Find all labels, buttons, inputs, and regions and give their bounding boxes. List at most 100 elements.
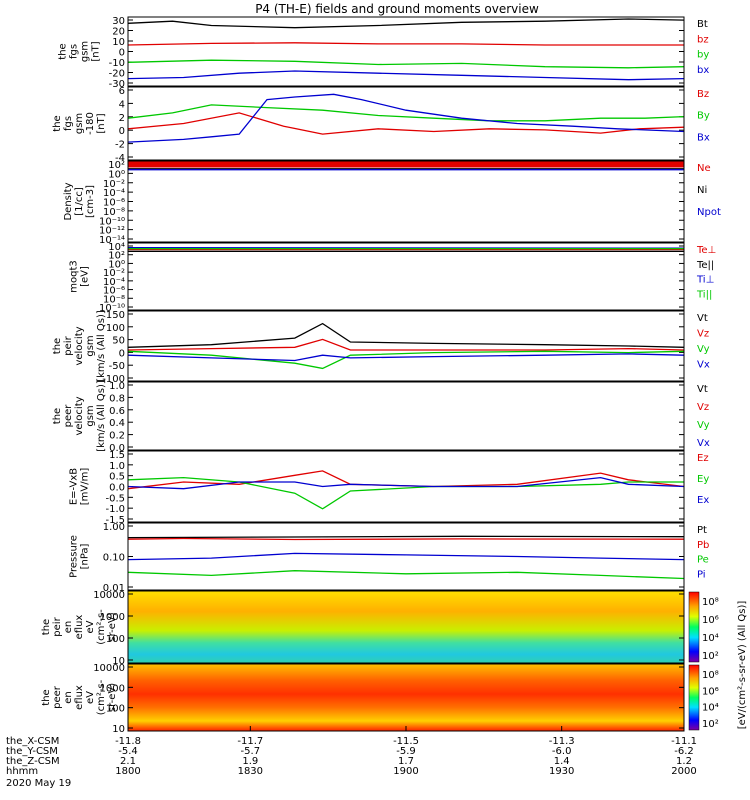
y-tick-label: 4 [119,99,125,110]
y-axis-label-line: the [52,408,63,424]
y-axis-label: thepeirvelocitygsm[km/s (All Qs)] [52,310,107,382]
colorbar-tick-label: 10⁴ [702,633,719,644]
y-tick-label: 0 [119,348,125,359]
series-line-vy [127,350,685,370]
y-axis-label: thepeerenefluxeV(cm²-s-sr-eV) [41,679,118,715]
y-tick-label: 10 [112,37,125,48]
y-axis-label-line: [km/s (All Qs)] [96,380,107,452]
panel-frame [127,16,685,87]
y-tick-label: 6 [119,86,125,97]
y-tick-label: 0.0 [109,443,125,454]
y-axis-label-line: [nT] [96,113,107,133]
y-tick-label: 100 [106,323,125,334]
colorbar [688,591,700,663]
x-row-value: 1800 [115,766,140,777]
y-axis-label: Pressure[nPa] [69,535,91,578]
x-row-value: 1830 [238,766,263,777]
y-axis-label-line: peir [63,335,74,355]
legend-pi: Pi [697,569,706,580]
x-tick-labels: -11.8 -11.7 -11.5 -11.3 -11.1 [115,736,697,747]
legend-by: by [697,50,709,61]
y-tick-label: -100 [102,374,125,385]
x-row-label: the_Z-CSM [6,756,60,767]
x-row-label: hhmm [6,766,38,777]
series-line-bz [127,42,684,46]
panel-p8: 1.00 0.10 0.01 Pt Pb Pe Pi Pressure[nPa] [69,522,710,594]
legend-bt: Bt [697,19,708,30]
y-tick-label: 10⁻⁶ [103,286,125,297]
y-axis-label-line: [cm-3] [85,185,96,218]
y-tick-label: -10 [109,58,125,69]
panel-frame [127,381,685,451]
panels-group: 3020100-10-20-30Btbzbybxthefgsgsm[nT]642… [41,16,748,735]
y-tick-label: 10000 [93,663,125,674]
y-axis-label-line: [eV] [80,266,91,287]
chart-title: P4 (TH-E) fields and ground moments over… [255,2,539,16]
x-tick-label: -11.8 [115,736,141,747]
y-tick-label: 0 [119,126,125,137]
x-row-value: 1900 [393,766,418,777]
y-axis-label: moqt3[eV] [69,260,91,293]
legend-vz: Vz [697,402,709,413]
colorbar-tick-label: 10² [702,651,719,662]
y-axis-label-line: velocity [74,326,85,365]
y-axis-label-line: (cm²-s- [96,679,107,715]
y-tick-label: 0.0 [109,483,125,494]
legend-vx: Vx [697,438,710,449]
legend-ne: Ne [697,163,711,174]
x-row-value: 1.4 [554,756,570,767]
panel-p6: 1.00.8 0.60.4 0.20.0 Vt Vz Vy Vx thepeervelocit… [52,380,710,454]
y-tick-label: 1.0 [109,461,125,472]
legend-pe: Pe [697,555,709,566]
y-axis-label-line: sr-eV) [107,683,118,712]
y-tick-label: 10⁻¹⁰ [99,216,125,227]
y-axis-label-line: sr-eV) [107,612,118,641]
legend-by: By [697,111,710,122]
y-tick-label: 10⁰ [108,169,125,180]
panel-frame [127,242,685,311]
y-tick-label: 10⁻¹² [99,226,125,237]
y-tick-label: 1000 [100,683,125,694]
series-line-bz [127,112,685,135]
y-axis-label-line: eflux [74,615,85,640]
legend-bx: bx [697,65,709,76]
y-tick-label: 10² [108,160,125,171]
x-tick-label: -11.7 [237,736,263,747]
y-tick-label: 1.0 [109,381,125,392]
spectrogram-fill [128,664,684,731]
legend-ti: Ti|| [696,289,712,300]
density-band [128,161,684,167]
y-axis-label-line: gsm [85,405,96,426]
y-tick-label: 10⁴ [108,242,125,253]
y-axis-label-line: [km/s (All Qs)] [96,310,107,382]
y-axis-label-line: E=-VxB [69,468,80,505]
y-tick-label: 100 [106,634,125,645]
x-tick-label: -11.1 [671,736,697,747]
y-tick-label: 20 [112,27,125,38]
y-axis-label-line: the [52,115,63,131]
y-tick-label: 0.2 [109,431,125,442]
colorbar-units-label: [eV/(cm²-s-sr-eV) (All Qs)] [737,601,748,730]
y-tick-label: 150 [106,310,125,321]
series-line-vz [127,338,685,351]
y-tick-label: 1.5 [109,450,125,461]
legend-te: Te|| [696,260,714,271]
y-axis-label: thefgsgsm[nT] [58,41,102,62]
y-tick-label: 0.10 [103,553,125,564]
legend-vy: Vy [697,420,710,431]
y-axis-label-line: moqt3 [69,260,80,293]
y-tick-label: -20 [109,69,125,80]
colorbar-tick-label: 10⁸ [702,670,719,681]
y-axis-label-line: peer [63,404,74,428]
series-line-ey [127,476,684,510]
y-tick-label: 10⁻¹⁰ [99,303,125,314]
y-tick-label: -2 [115,140,125,151]
y-axis-label: thefgsgsm-180[nT] [52,112,107,135]
colorbar-tick-label: 10⁸ [702,597,719,608]
y-tick-label: 0.6 [109,406,125,417]
series-line-vx [127,353,685,362]
y-tick-label: 1.00 [103,522,125,533]
legend-ey: Ey [697,474,709,485]
